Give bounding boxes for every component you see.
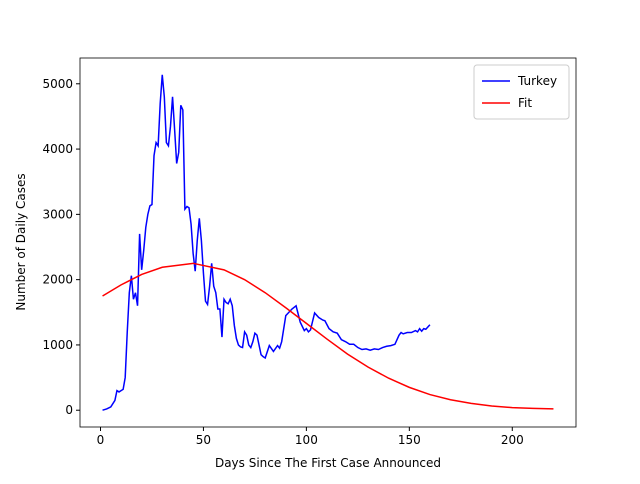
y-tick-label: 0 — [65, 403, 73, 417]
y-tick-label: 3000 — [42, 207, 73, 221]
y-axis-label: Number of Daily Cases — [14, 173, 28, 310]
legend-label: Turkey — [517, 74, 557, 88]
x-tick-label: 100 — [295, 433, 318, 447]
plot-frame — [79, 57, 577, 428]
y-tick-label: 5000 — [42, 77, 73, 91]
x-axis-label: Days Since The First Case Announced — [215, 456, 441, 470]
x-tick-label: 50 — [196, 433, 211, 447]
line — [102, 74, 431, 411]
y-tick-label: 2000 — [42, 273, 73, 287]
x-tick-label: 200 — [501, 433, 524, 447]
x-tick-label: 150 — [398, 433, 421, 447]
line — [102, 262, 554, 410]
y-tick-label: 1000 — [42, 338, 73, 352]
legend-label: Fit — [518, 96, 532, 110]
x-tick-label: 0 — [97, 433, 105, 447]
legend-box — [473, 64, 570, 120]
y-tick-label: 4000 — [42, 142, 73, 156]
